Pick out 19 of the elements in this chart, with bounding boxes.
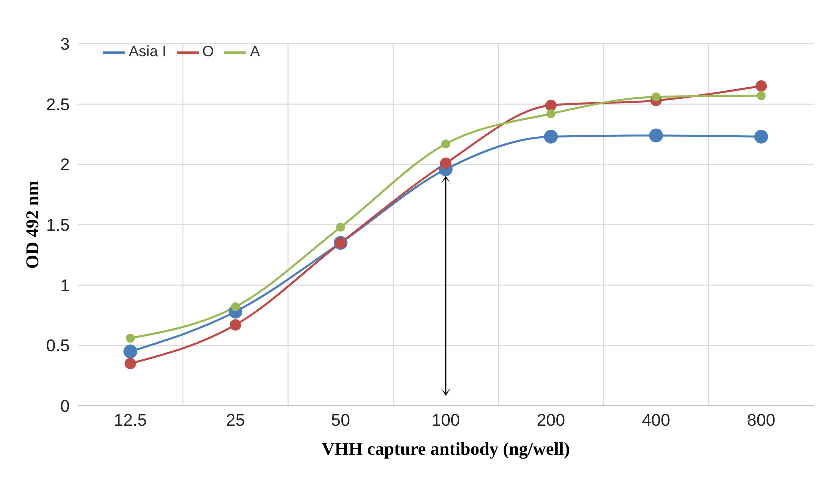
x-axis-title: VHH capture antibody (ng/well) <box>322 438 570 459</box>
y-tick-label: 2.5 <box>46 95 70 114</box>
y-tick-label: 0.5 <box>46 336 70 356</box>
legend-label: O <box>202 44 214 61</box>
x-tick-label: 100 <box>432 411 460 430</box>
y-tick-label: 2 <box>60 156 70 175</box>
x-tick-label: 400 <box>642 411 670 430</box>
y-tick-label: 0 <box>60 397 70 416</box>
x-tick-label: 800 <box>747 411 776 430</box>
legend-label: Asia I <box>129 44 167 61</box>
y-tick-label: 3 <box>60 35 70 54</box>
x-tick-label: 200 <box>536 411 566 430</box>
y-tick-label: 1 <box>60 276 70 296</box>
legend-label: A <box>250 44 260 61</box>
y-tick-label: 1.5 <box>46 216 70 236</box>
x-tick-label: 12.5 <box>114 411 148 430</box>
x-tick-label: 25 <box>226 411 246 430</box>
y-axis-title: OD 492 nm <box>22 180 42 270</box>
x-tick-label: 50 <box>331 411 350 430</box>
